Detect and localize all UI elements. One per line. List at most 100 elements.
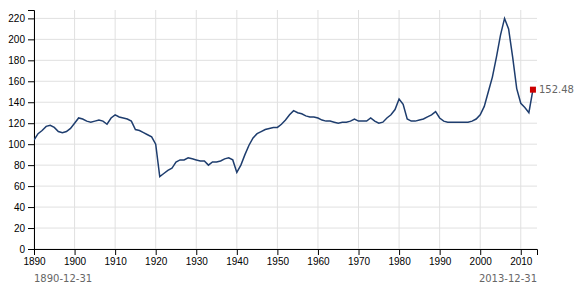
- grid-line: [34, 228, 537, 229]
- tick-label: 180: [8, 55, 25, 66]
- tick-mark: [28, 81, 34, 82]
- tick: 1960: [307, 249, 330, 267]
- tick-mark: [28, 123, 34, 124]
- tick: 220: [8, 13, 34, 24]
- grid-line: [358, 10, 359, 249]
- tick-mark: [28, 165, 34, 166]
- tick-mark: [521, 249, 522, 255]
- tick-mark: [28, 39, 34, 40]
- tick: 1970: [348, 249, 371, 267]
- tick: 1910: [105, 249, 128, 267]
- tick-mark: [440, 249, 441, 255]
- marks: [34, 18, 536, 176]
- tick-label: 220: [8, 13, 25, 24]
- tick-mark: [480, 249, 481, 255]
- tick-label: 60: [14, 181, 26, 192]
- tick-label: 1950: [267, 256, 290, 267]
- grid-line: [34, 207, 537, 208]
- grid-line: [34, 60, 537, 61]
- tick-label: 200: [8, 34, 25, 45]
- grid-line: [520, 10, 521, 249]
- tick-mark: [28, 60, 34, 61]
- tick: 180: [8, 55, 34, 66]
- tick-mark: [28, 249, 34, 250]
- tick-label: 2000: [470, 256, 493, 267]
- tick-label: 1960: [307, 256, 330, 267]
- grid-line: [34, 81, 537, 82]
- grid-line: [34, 186, 537, 187]
- tick: 0: [19, 244, 34, 255]
- tick-mark: [28, 186, 34, 187]
- grid-line: [34, 165, 537, 166]
- tick: 120: [8, 118, 34, 129]
- last-label: 152.48: [539, 84, 574, 95]
- tick-label: 1970: [348, 256, 371, 267]
- grid-line: [196, 10, 197, 249]
- tick-mark: [75, 249, 76, 255]
- y-axis: 0 20 40 60 80 100 120 140 160 180 200 220: [8, 11, 34, 255]
- tick: 1950: [267, 249, 290, 267]
- grid-line: [480, 10, 481, 249]
- tick-mark: [359, 249, 360, 255]
- tick: 2000: [470, 249, 493, 267]
- tick: 1900: [64, 249, 87, 267]
- tick-mark: [277, 249, 278, 255]
- grid-line: [236, 10, 237, 249]
- tick: 1890: [23, 249, 46, 267]
- tick: 2010: [510, 249, 533, 267]
- tick-mark: [28, 207, 34, 208]
- tick-label: 2010: [510, 256, 533, 267]
- tick: 1940: [226, 249, 249, 267]
- tick-mark: [28, 144, 34, 145]
- tick: 100: [8, 139, 34, 150]
- chart: 1890 1900 1910 1920 1930 1940 1950 1960 1970 1980…: [0, 0, 581, 287]
- tick-label: 160: [8, 76, 25, 87]
- grid-line: [399, 10, 400, 249]
- grid: [34, 10, 537, 249]
- tick-label: 1930: [186, 256, 209, 267]
- tick: 1980: [388, 249, 411, 267]
- axis-line: [35, 250, 538, 256]
- grid-line: [74, 10, 75, 249]
- grid-line: [34, 39, 537, 40]
- tick-label: 1900: [64, 256, 87, 267]
- tick-label: 120: [8, 118, 25, 129]
- tick-mark: [156, 249, 157, 255]
- tick: 60: [14, 181, 34, 192]
- tick-label: 0: [19, 244, 25, 255]
- grid-line: [155, 10, 156, 249]
- tick: 40: [14, 202, 34, 213]
- tick-mark: [318, 249, 319, 255]
- axis-line: [28, 11, 35, 250]
- grid-line: [115, 10, 116, 249]
- grid-line: [277, 10, 278, 249]
- tick: 140: [8, 97, 34, 108]
- grid-line: [34, 18, 537, 19]
- tick-label: 40: [14, 202, 26, 213]
- tick-label: 1910: [105, 256, 128, 267]
- tick-mark: [399, 249, 400, 255]
- point: [530, 87, 536, 93]
- tick-mark: [28, 102, 34, 103]
- grid-line: [34, 102, 537, 103]
- tick-label: 1990: [429, 256, 452, 267]
- tick: 160: [8, 76, 34, 87]
- tick-label: 1940: [226, 256, 249, 267]
- tick: 1990: [429, 249, 452, 267]
- x-axis: 1890 1900 1910 1920 1930 1940 1950 1960 1970 1980…: [23, 249, 537, 267]
- tick-label: 1980: [388, 256, 411, 267]
- tick: 1930: [186, 249, 209, 267]
- tick-mark: [28, 228, 34, 229]
- date-label: 2013-12-31: [479, 273, 537, 284]
- tick: 1920: [145, 249, 168, 267]
- tick-label: 140: [8, 97, 25, 108]
- grid-line: [317, 10, 318, 249]
- tick-mark: [115, 249, 116, 255]
- tick: 20: [14, 223, 34, 234]
- tick-mark: [196, 249, 197, 255]
- tick-label: 100: [8, 139, 25, 150]
- date-label: 1890-12-31: [34, 273, 92, 284]
- tick: 200: [8, 34, 34, 45]
- tick-label: 80: [14, 160, 26, 171]
- line: [34, 18, 533, 176]
